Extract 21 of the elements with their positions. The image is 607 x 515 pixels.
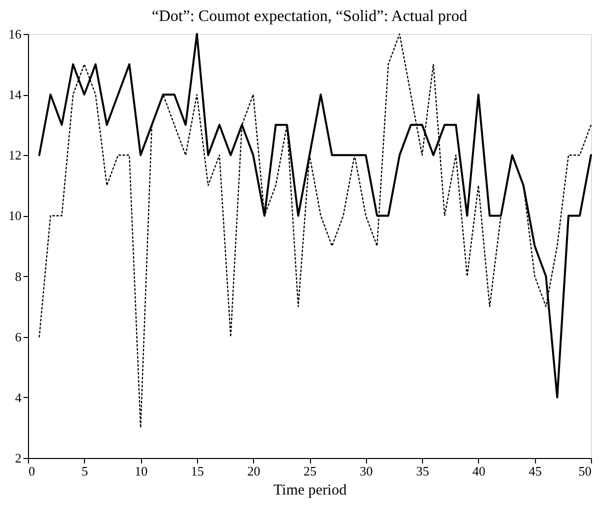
x-tick-label: 30	[360, 464, 373, 478]
x-tick-label: 10	[134, 464, 148, 478]
chart-title: “Dot”: Coumot expectation, “Solid”: Actual prod	[152, 8, 468, 25]
x-tick-label: 35	[416, 464, 430, 478]
y-tick-label: 10	[8, 208, 22, 224]
x-tick-label: 40	[472, 464, 486, 478]
x-tick-label: 50	[578, 464, 592, 478]
y-tick-label: 14	[8, 87, 22, 102]
x-axis-title: Time period	[273, 482, 348, 498]
x-tick-label: 15	[190, 464, 204, 478]
x-tick-label: 20	[247, 464, 260, 478]
y-tick-label: 4	[15, 390, 22, 405]
y-tick-label: 16	[8, 26, 22, 42]
y-tick-label: 6	[15, 329, 22, 344]
x-tick-label: 45	[528, 464, 542, 478]
x-tick-label: 0	[28, 464, 35, 478]
x-tick-label: 5	[82, 464, 88, 478]
y-tick-label: 8	[15, 268, 22, 284]
y-tick-label: 2	[15, 450, 22, 466]
y-tick-label: 12	[8, 148, 22, 163]
x-tick-label: 25	[304, 464, 316, 478]
